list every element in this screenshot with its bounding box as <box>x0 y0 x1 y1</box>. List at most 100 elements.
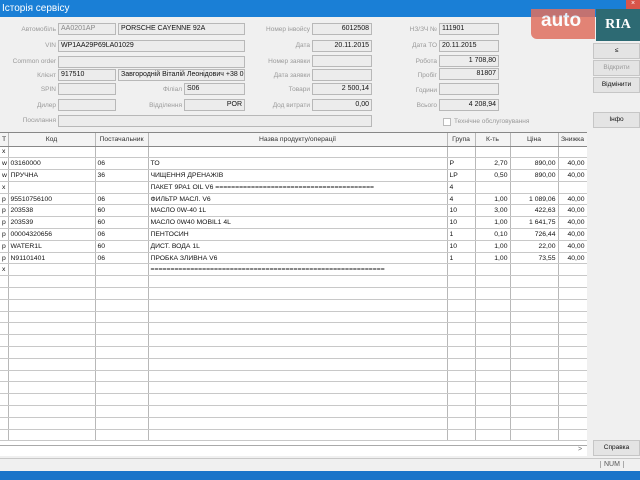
column-header-code[interactable]: Код <box>8 133 96 147</box>
table-row[interactable] <box>0 381 587 395</box>
dealer-field[interactable] <box>58 99 116 111</box>
table-row[interactable] <box>0 346 587 359</box>
table-row[interactable] <box>0 287 587 300</box>
cell-supplier: 06 <box>95 193 149 206</box>
department-field[interactable]: POR <box>184 99 245 111</box>
cell-type <box>0 358 9 371</box>
cell-discount <box>558 381 587 395</box>
cell-discount <box>558 405 587 418</box>
cell-type: x <box>0 181 9 194</box>
table-row[interactable] <box>0 417 587 430</box>
table-row[interactable] <box>0 311 587 324</box>
vin-field[interactable]: WP1AA29P69LA01029 <box>58 40 245 52</box>
info-button[interactable]: Інфо <box>593 112 640 128</box>
cell-code <box>8 429 96 442</box>
cell-name: ========================================… <box>148 263 448 277</box>
table-row[interactable] <box>0 275 587 289</box>
cell-group <box>447 370 476 383</box>
table-row[interactable] <box>0 393 587 407</box>
to-date-field[interactable]: 20.11.2015 <box>439 40 499 52</box>
total-field[interactable]: 4 208,94 <box>439 99 499 111</box>
table-row[interactable] <box>0 358 587 371</box>
column-header-discount[interactable]: Знижка <box>558 133 587 147</box>
table-row[interactable]: p 00004320656 06 ПЕНТОСИН 1 0,10 726,44 40,00 <box>0 228 587 241</box>
cell-name <box>148 346 448 359</box>
cell-supplier <box>95 299 149 312</box>
cell-group <box>447 275 476 289</box>
cell-group: 4 <box>447 193 476 206</box>
cell-discount <box>558 417 587 430</box>
table-row[interactable]: w ПРУЧНА 36 ЧИЩЕННЯ ДРЕНАЖІВ LP 0,50 890,00 40,… <box>0 169 587 182</box>
reference-field[interactable] <box>58 115 372 127</box>
column-header-type[interactable]: T <box>0 133 9 147</box>
mileage-field[interactable]: 81807 <box>439 68 499 80</box>
cell-supplier <box>95 429 149 442</box>
column-header-qty[interactable]: К-ть <box>475 133 511 147</box>
table-row[interactable]: p WATER1L 60 ДИСТ. ВОДА 1L 10 1,00 22,00 40,00 <box>0 240 587 253</box>
cell-supplier <box>95 181 149 194</box>
column-header-group[interactable]: Група <box>447 133 476 147</box>
prev-button[interactable]: ≤ <box>593 43 640 59</box>
cell-name <box>148 417 448 430</box>
cell-code <box>8 181 96 194</box>
table-row[interactable]: p 203538 60 МАСЛО 0W-40 1L 10 3,00 422,63 40,00 <box>0 204 587 218</box>
cell-price <box>510 417 559 430</box>
table-row[interactable]: w 03160000 06 ТО P 2,70 890,00 40,00 <box>0 157 587 171</box>
table-row[interactable]: p 95510756100 06 ФИЛЬТР МАСЛ. V6 4 1,00 1 089,… <box>0 193 587 206</box>
scroll-right-arrow-icon[interactable]: > <box>578 446 583 453</box>
request-date-field[interactable] <box>312 69 372 81</box>
cell-type: p <box>0 240 9 253</box>
cell-name <box>148 405 448 418</box>
cell-supplier: 06 <box>95 228 149 241</box>
help-button[interactable]: Справка <box>593 440 640 456</box>
cell-supplier <box>95 263 149 277</box>
cell-name <box>148 299 448 312</box>
column-header-supplier[interactable]: Постачальник <box>95 133 149 147</box>
hours-field[interactable] <box>439 83 499 95</box>
column-header-price[interactable]: Ціна <box>510 133 559 147</box>
cell-code <box>8 322 96 336</box>
close-button[interactable]: × <box>626 0 640 10</box>
client-name-field[interactable]: Завгородній Віталій Леонідович +38 0 <box>118 69 245 81</box>
cell-code <box>8 275 96 289</box>
client-id-field[interactable]: 917510 <box>58 69 116 81</box>
table-row[interactable] <box>0 299 587 312</box>
date-field[interactable]: 20.11.2015 <box>312 40 372 52</box>
table-row[interactable]: p N91101401 06 ПРОБКА ЗЛИВНА V6 1 1,00 73,55 40… <box>0 252 587 265</box>
cell-group <box>447 405 476 418</box>
cell-price <box>510 405 559 418</box>
request-no-field[interactable] <box>312 55 372 67</box>
table-row[interactable]: x <box>0 146 587 159</box>
table-row[interactable] <box>0 370 587 383</box>
cell-qty <box>475 181 511 194</box>
cell-type <box>0 311 9 324</box>
request-date-label: Дата заявки <box>273 72 310 79</box>
car-plate-field[interactable]: AA0201AP <box>58 23 116 35</box>
horizontal-scrollbar[interactable]: > <box>0 445 587 456</box>
goods-field[interactable]: 2 500,14 <box>312 83 372 95</box>
cell-group <box>447 322 476 336</box>
table-row[interactable] <box>0 322 587 336</box>
extra-costs-field[interactable]: 0,00 <box>312 99 372 111</box>
cancel-button[interactable]: Відмінити <box>593 77 640 93</box>
invoice-no-field[interactable]: 6012508 <box>312 23 372 35</box>
maintenance-checkbox[interactable] <box>443 118 451 126</box>
car-model-field[interactable]: PORSCHE CAYENNE 92A <box>118 23 245 35</box>
branch-field[interactable]: S06 <box>184 83 245 95</box>
open-button[interactable]: Відкрити <box>593 60 640 76</box>
table-row[interactable] <box>0 405 587 418</box>
table-row[interactable]: x =======================================… <box>0 263 587 277</box>
column-header-name[interactable]: Назва продукту/операції <box>148 133 448 147</box>
service-items-table[interactable]: T Код Постачальник Назва продукту/операції Г… <box>0 132 587 445</box>
cell-name <box>148 370 448 383</box>
order-no-field[interactable]: 111901 <box>439 23 499 35</box>
spin-field[interactable] <box>58 83 116 95</box>
table-row[interactable]: x ПАКЕТ 9PA1 OIL V6 =====================… <box>0 181 587 194</box>
cell-group <box>447 263 476 277</box>
table-row[interactable] <box>0 334 587 348</box>
request-no-label: Номер заявки <box>268 58 310 65</box>
table-row[interactable] <box>0 429 587 442</box>
table-row[interactable]: p 203539 60 МАСЛО 0W40 MOBIL1 4L 10 1,00 1 641… <box>0 216 587 230</box>
common-order-field[interactable] <box>58 56 245 68</box>
labor-field[interactable]: 1 708,80 <box>439 55 499 67</box>
